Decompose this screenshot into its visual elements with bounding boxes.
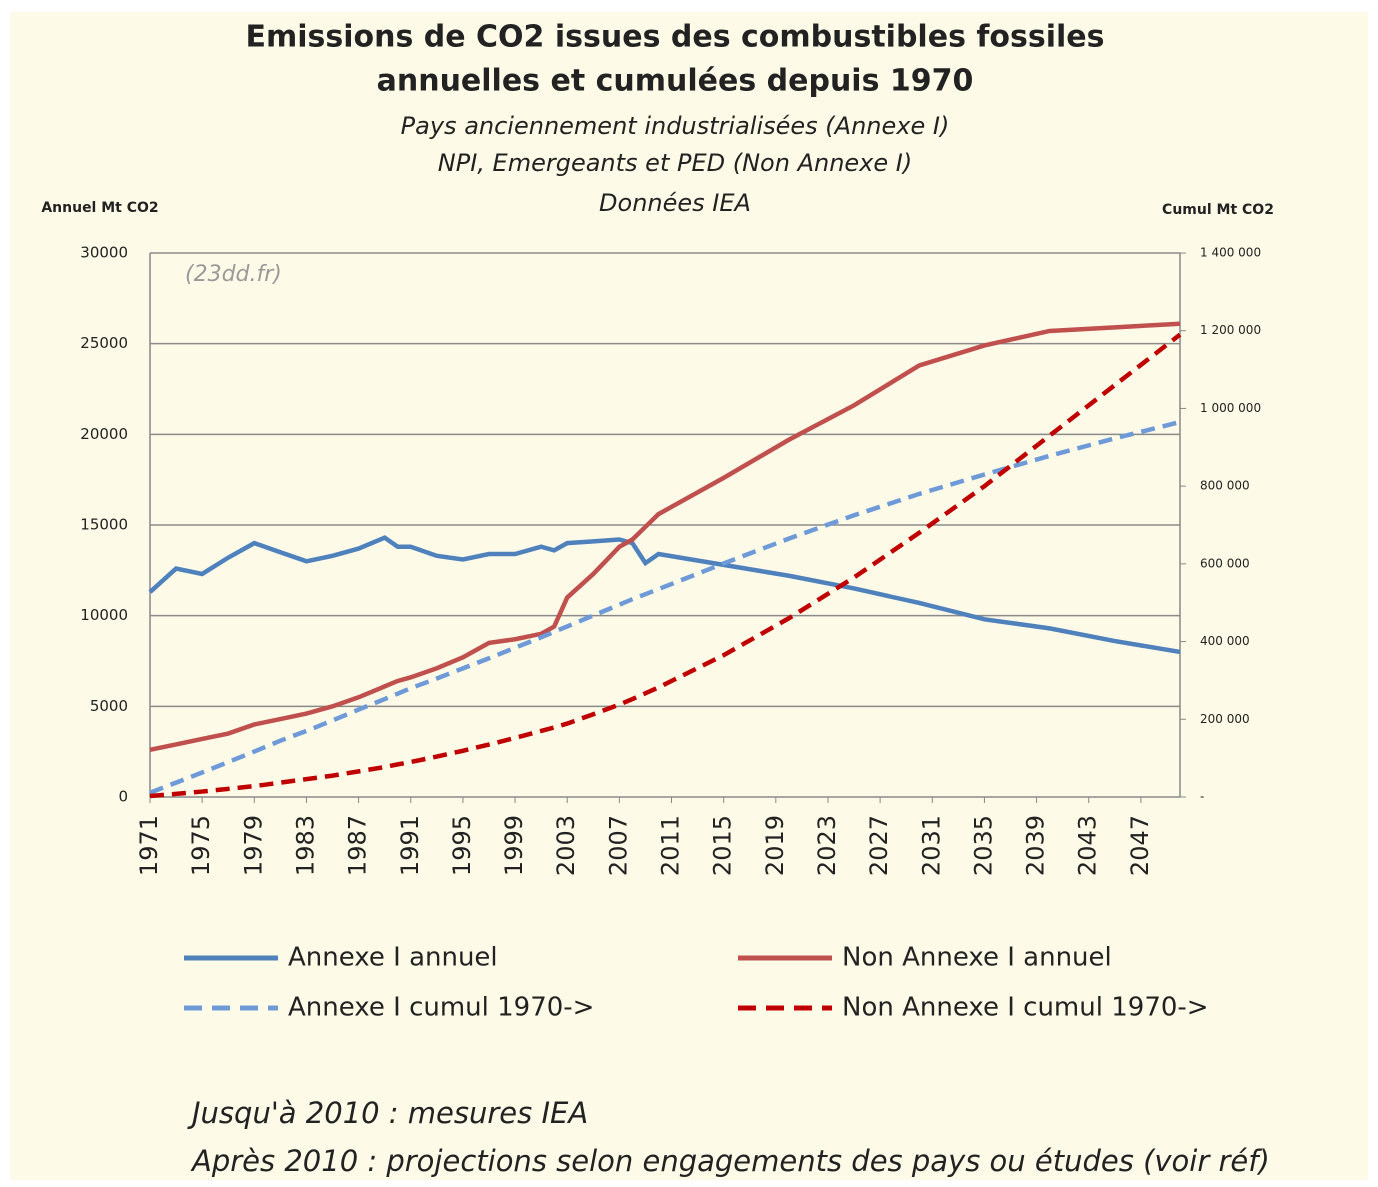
y-tick-label: 0 bbox=[118, 788, 128, 806]
y-tick-label: 10000 bbox=[80, 606, 128, 624]
y2-axis-label: Cumul Mt CO2 bbox=[1162, 202, 1274, 218]
chart-subtitle: Pays anciennement industrialisées (Annex… bbox=[401, 112, 950, 140]
x-tick-label: 1975 bbox=[187, 815, 215, 876]
watermark: (23dd.fr) bbox=[185, 262, 282, 287]
series-line bbox=[149, 419, 1181, 795]
series-line bbox=[149, 321, 1181, 753]
y2-tick-label: 400 000 bbox=[1200, 634, 1250, 648]
x-tick-label: 2015 bbox=[709, 815, 737, 876]
x-tick-label: 1991 bbox=[396, 815, 424, 876]
x-tick-label: 2019 bbox=[761, 815, 789, 876]
x-tick-label: 2011 bbox=[657, 815, 685, 876]
y-tick-label: 20000 bbox=[80, 425, 128, 443]
series-line bbox=[149, 332, 1182, 799]
y2-tick-label: 1 400 000 bbox=[1200, 246, 1261, 260]
chart-title: annuelles et cumulées depuis 1970 bbox=[377, 64, 974, 99]
x-tick-label: 2039 bbox=[1022, 815, 1050, 876]
chart-subtitle: Données IEA bbox=[599, 189, 751, 217]
x-tick-label: 1971 bbox=[135, 815, 163, 876]
chart-background bbox=[10, 12, 1368, 1180]
y2-tick-label: 1 000 000 bbox=[1200, 401, 1261, 415]
chart-title: Emissions de CO2 issues des combustibles… bbox=[245, 20, 1104, 55]
x-tick-label: 1999 bbox=[500, 815, 528, 876]
legend-label: Annexe I cumul 1970-> bbox=[288, 993, 594, 1023]
chart-subtitle: NPI, Emergeants et PED (Non Annexe I) bbox=[438, 149, 912, 177]
x-tick-label: 2027 bbox=[865, 815, 893, 876]
x-tick-label: 2035 bbox=[969, 815, 997, 876]
x-tick-label: 1995 bbox=[448, 815, 476, 876]
y2-tick-label: 800 000 bbox=[1200, 479, 1250, 493]
legend-label: Non Annexe I annuel bbox=[842, 943, 1112, 973]
x-tick-label: 2023 bbox=[813, 815, 841, 876]
x-tick-label: 2047 bbox=[1126, 815, 1154, 876]
y-tick-label: 30000 bbox=[80, 244, 128, 262]
x-tick-label: 2003 bbox=[552, 815, 580, 876]
y2-tick-label: - bbox=[1200, 790, 1204, 804]
x-tick-label: 1983 bbox=[291, 815, 319, 876]
legend-label: Annexe I annuel bbox=[288, 943, 498, 973]
x-tick-label: 1987 bbox=[344, 815, 372, 876]
legend-label: Non Annexe I cumul 1970-> bbox=[842, 993, 1209, 1023]
y2-tick-label: 1 200 000 bbox=[1200, 323, 1261, 337]
y2-tick-label: 600 000 bbox=[1200, 556, 1250, 570]
y-tick-label: 5000 bbox=[90, 697, 128, 715]
note: Jusqu'à 2010 : mesures IEA bbox=[187, 1096, 588, 1130]
x-tick-label: 1979 bbox=[239, 815, 267, 876]
x-tick-label: 2007 bbox=[604, 815, 632, 876]
x-tick-label: 2031 bbox=[917, 815, 945, 876]
y2-tick-label: 200 000 bbox=[1200, 712, 1250, 726]
y-tick-label: 25000 bbox=[80, 334, 128, 352]
y-axis-label: Annuel Mt CO2 bbox=[41, 200, 158, 216]
note: Après 2010 : projections selon engagemen… bbox=[190, 1144, 1270, 1178]
y-tick-label: 15000 bbox=[80, 516, 128, 534]
x-tick-label: 2043 bbox=[1074, 815, 1102, 876]
